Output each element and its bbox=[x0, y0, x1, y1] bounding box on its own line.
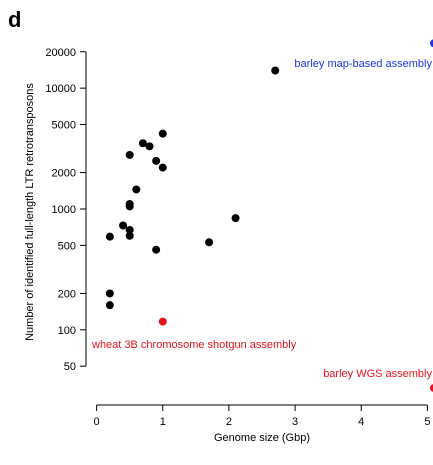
annotation-label: wheat 3B chromosome shotgun assembly bbox=[91, 339, 297, 351]
data-point bbox=[145, 142, 154, 151]
y-tick-label: 50 bbox=[64, 361, 76, 373]
annotations: barley map-based assembly wheat 3B chromo… bbox=[91, 58, 432, 380]
y-tick-label: 5000 bbox=[52, 120, 76, 132]
data-point bbox=[152, 245, 161, 254]
x-tick-label: 4 bbox=[358, 416, 364, 428]
data-point bbox=[430, 39, 433, 48]
data-point bbox=[105, 301, 114, 310]
data-point bbox=[105, 232, 114, 241]
data-point bbox=[430, 384, 433, 392]
y-tick-label: 200 bbox=[58, 288, 76, 300]
data-point bbox=[125, 231, 134, 240]
data-point bbox=[132, 185, 141, 194]
panel-letter: d bbox=[8, 7, 21, 32]
x-tick-label: 1 bbox=[160, 416, 166, 428]
annotation-label: barley WGS assembly bbox=[323, 368, 432, 380]
y-tick-label: 2000 bbox=[52, 168, 76, 180]
x-tick-label: 0 bbox=[94, 416, 100, 428]
x-axis-label: Genome size (Gbp) bbox=[214, 432, 310, 444]
data-point bbox=[158, 163, 167, 172]
data-points bbox=[105, 39, 433, 392]
y-tick-label: 1000 bbox=[52, 204, 76, 216]
data-point bbox=[152, 156, 161, 165]
data-point bbox=[125, 202, 134, 211]
data-point bbox=[205, 238, 214, 247]
data-point bbox=[158, 317, 167, 326]
x-tick-label: 5 bbox=[424, 416, 430, 428]
data-point bbox=[119, 221, 128, 230]
x-tick-label: 3 bbox=[292, 416, 298, 428]
data-point bbox=[271, 66, 280, 75]
x-tick-label: 2 bbox=[226, 416, 232, 428]
data-point bbox=[138, 139, 147, 148]
y-axis-label: Number of identified full-length LTR ret… bbox=[24, 83, 36, 341]
y-tick-label: 100 bbox=[58, 325, 76, 337]
data-point bbox=[125, 225, 134, 234]
data-point bbox=[105, 289, 114, 298]
axes: 50 100 200 500 1000 2000 5000 10000 20000 0 1 2 3 4 5 bbox=[45, 47, 430, 428]
y-tick-label: 20000 bbox=[45, 47, 76, 59]
data-point bbox=[158, 129, 167, 138]
data-point bbox=[125, 150, 134, 159]
data-point bbox=[231, 214, 240, 223]
annotation-label: barley map-based assembly bbox=[294, 58, 432, 70]
y-tick-label: 10000 bbox=[45, 83, 76, 95]
y-tick-label: 500 bbox=[58, 240, 76, 252]
